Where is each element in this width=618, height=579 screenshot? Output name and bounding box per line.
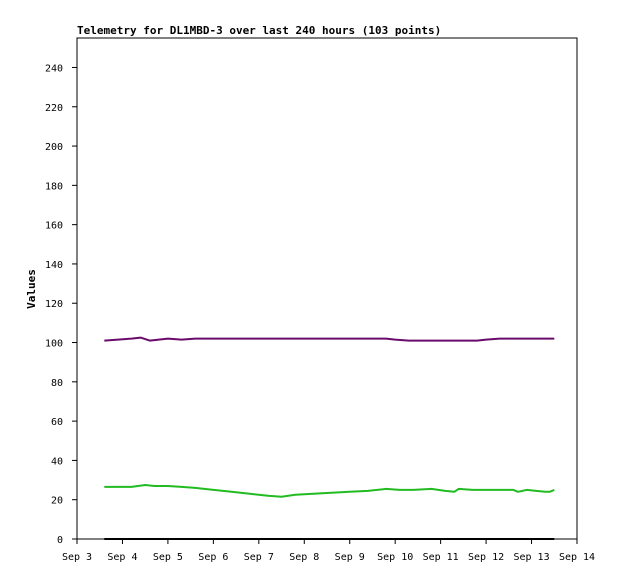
y-tick-label: 20 <box>51 496 63 507</box>
x-tick-label: Sep 8 <box>289 552 319 563</box>
series-line-1 <box>104 336 555 342</box>
series-line-2 <box>104 484 555 498</box>
x-axis-ticks: Sep 3 Sep 4 Sep 5 Sep 6 Sep 7 Sep 8 Sep 9 Sep 1… <box>62 539 595 563</box>
y-tick-label: 120 <box>45 299 63 310</box>
x-tick-label: Sep 6 <box>198 552 228 563</box>
y-tick-label: 240 <box>45 63 63 74</box>
x-tick-label: Sep 5 <box>153 552 183 563</box>
y-tick-label: 0 <box>57 535 63 546</box>
y-tick-label: 220 <box>45 103 63 114</box>
y-axis-label: Values <box>25 269 38 309</box>
x-tick-label: Sep 7 <box>244 552 274 563</box>
y-tick-label: 100 <box>45 339 63 350</box>
x-tick-label: Sep 9 <box>335 552 365 563</box>
plot-area-frame <box>76 37 578 540</box>
x-tick-label: Sep 11 <box>423 552 459 563</box>
x-tick-label: Sep 12 <box>468 552 504 563</box>
y-axis-ticks: 0 20 40 60 80 100 120 140 160 180 200 220 240 <box>45 63 77 546</box>
x-tick-label: Sep 4 <box>107 552 137 563</box>
y-tick-label: 200 <box>45 142 63 153</box>
x-tick-label: Sep 14 <box>559 552 595 563</box>
y-tick-label: 80 <box>51 378 63 389</box>
y-tick-label: 140 <box>45 260 63 271</box>
series-layer <box>104 336 555 540</box>
y-tick-label: 40 <box>51 456 63 467</box>
y-tick-label: 180 <box>45 181 63 192</box>
x-tick-label: Sep 13 <box>513 552 549 563</box>
chart-title: Telemetry for DL1MBD-3 over last 240 hou… <box>77 24 441 37</box>
y-tick-label: 160 <box>45 221 63 232</box>
x-tick-label: Sep 3 <box>62 552 92 563</box>
x-tick-label: Sep 10 <box>377 552 413 563</box>
y-tick-label: 60 <box>51 417 63 428</box>
